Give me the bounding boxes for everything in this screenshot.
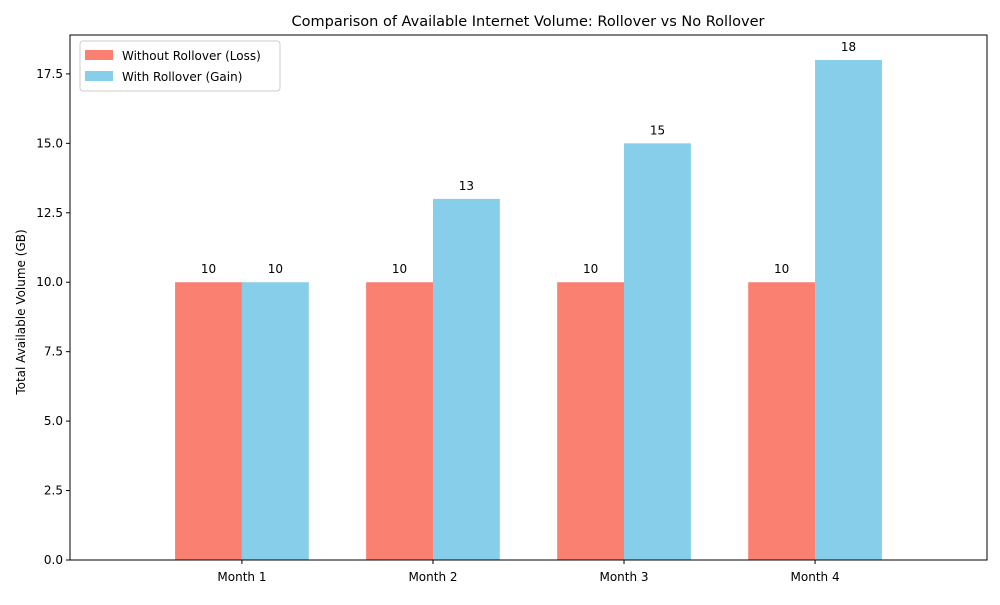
bar-value-label: 18 — [841, 40, 856, 54]
bar-without-rollover-3 — [557, 282, 625, 560]
y-tick-label: 7.5 — [44, 345, 63, 359]
x-tick-label: Month 3 — [599, 570, 648, 584]
plot-frame — [69, 34, 988, 561]
legend-swatch — [85, 71, 113, 81]
legend-box — [79, 40, 281, 92]
bar-value-label: 13 — [459, 179, 474, 193]
legend: Without Rollover (Loss) With Rollover (Ga… — [79, 40, 281, 92]
bar-without-rollover-2 — [366, 282, 433, 560]
bar-value-label: 10 — [392, 262, 407, 276]
bar-with-rollover-1 — [241, 282, 309, 560]
x-tick-label: Month 1 — [217, 570, 266, 584]
plot-area: 10 10 10 10 10 13 15 18 0.0 2.5 5.0 7.5 10.0 12.5 15.0… — [36, 34, 988, 584]
bar-without-rollover-1 — [175, 282, 242, 560]
x-tick-label: Month 4 — [791, 570, 840, 584]
bar-with-rollover-3 — [624, 143, 691, 561]
y-axis-label: Total Available Volume (GB) — [14, 229, 28, 395]
y-tick-label: 17.5 — [36, 67, 63, 81]
bar-value-label: 10 — [268, 262, 283, 276]
legend-label: With Rollover (Gain) — [122, 70, 242, 84]
bar-value-label: 15 — [650, 123, 665, 137]
y-tick-label: 10.0 — [36, 275, 63, 289]
bar-value-label: 10 — [774, 262, 789, 276]
chart-title: Comparison of Available Internet Volume:… — [292, 14, 765, 30]
bar-value-label: 10 — [583, 262, 598, 276]
y-tick-label: 12.5 — [36, 206, 63, 220]
y-tick-label: 0.0 — [44, 553, 63, 567]
legend-label: Without Rollover (Loss) — [122, 49, 261, 63]
bar-without-rollover-4 — [748, 282, 816, 560]
y-tick-label: 2.5 — [44, 484, 63, 498]
y-tick-label: 15.0 — [36, 136, 63, 150]
legend-swatch — [85, 50, 113, 60]
y-tick-label: 5.0 — [44, 414, 63, 428]
bar-with-rollover-4 — [815, 60, 882, 560]
bar-with-rollover-2 — [432, 198, 500, 560]
bar-value-label: 10 — [201, 262, 216, 276]
x-tick-label: Month 2 — [408, 570, 457, 584]
